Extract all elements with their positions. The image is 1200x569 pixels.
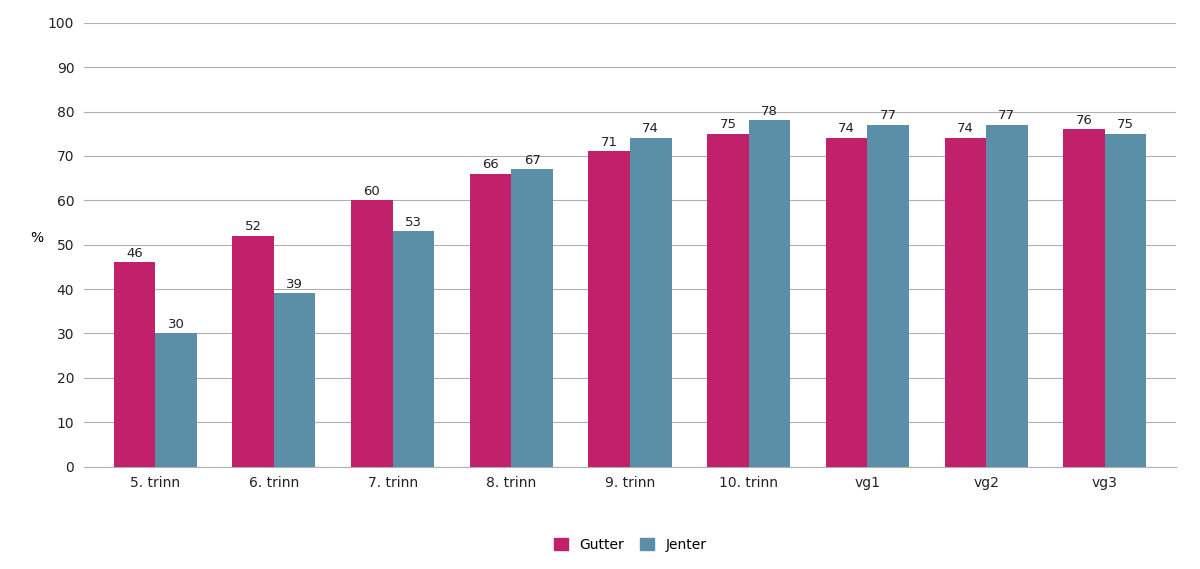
Bar <box>1105 134 1146 467</box>
Bar <box>588 151 630 467</box>
Bar <box>630 138 672 467</box>
Text: 71: 71 <box>601 136 618 149</box>
Bar <box>986 125 1027 467</box>
Text: 77: 77 <box>880 109 896 122</box>
Text: 74: 74 <box>956 122 973 135</box>
Text: 75: 75 <box>1117 118 1134 131</box>
Bar <box>707 134 749 467</box>
Text: 53: 53 <box>404 216 422 229</box>
Bar <box>274 294 316 467</box>
Text: 39: 39 <box>287 278 304 291</box>
Bar <box>749 121 791 467</box>
Text: 77: 77 <box>998 109 1015 122</box>
Bar <box>511 169 553 467</box>
Text: 78: 78 <box>761 105 778 118</box>
Text: 46: 46 <box>126 247 143 260</box>
Bar <box>114 262 155 467</box>
Text: 52: 52 <box>245 220 262 233</box>
Bar <box>352 200 392 467</box>
Bar <box>944 138 986 467</box>
Text: 74: 74 <box>642 122 659 135</box>
Bar <box>868 125 908 467</box>
Bar <box>392 232 434 467</box>
Text: 74: 74 <box>838 122 856 135</box>
Bar <box>233 236 274 467</box>
Bar <box>826 138 868 467</box>
Text: 66: 66 <box>482 158 499 171</box>
Text: 75: 75 <box>720 118 737 131</box>
Legend: Gutter, Jenter: Gutter, Jenter <box>548 532 712 557</box>
Bar <box>155 333 197 467</box>
Y-axis label: %: % <box>30 230 43 245</box>
Text: 67: 67 <box>523 154 540 167</box>
Bar <box>1063 129 1105 467</box>
Text: 76: 76 <box>1075 114 1092 127</box>
Bar <box>469 174 511 467</box>
Text: 60: 60 <box>364 184 380 197</box>
Text: 30: 30 <box>168 318 185 331</box>
